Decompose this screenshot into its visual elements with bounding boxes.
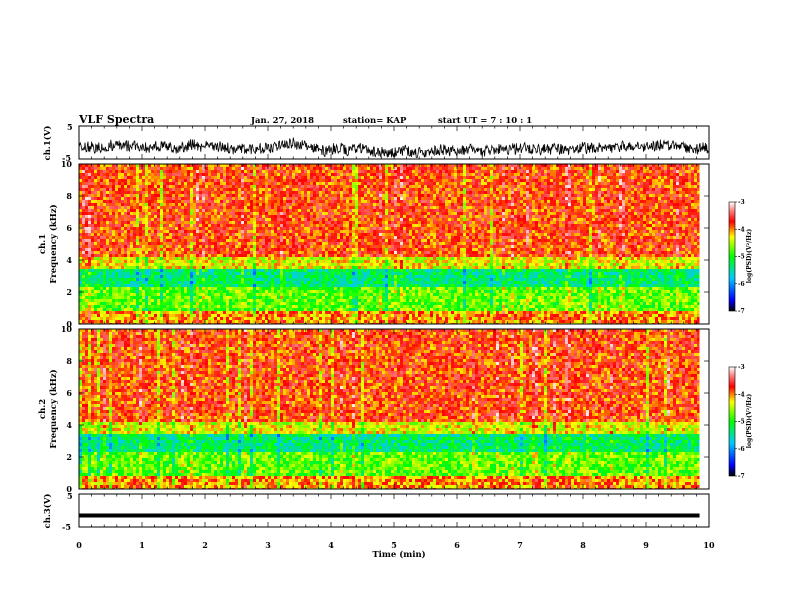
colorbar-tick-label: -5 xyxy=(738,419,745,426)
ch1-waveform-panel: 5 -5 ch.1(V) xyxy=(42,122,709,163)
colorbar-tick-label: -4 xyxy=(738,226,745,233)
ch1-spectrogram-ylabel: ch.1 xyxy=(38,234,48,254)
colorbar-tick-label: -4 xyxy=(738,391,745,398)
colorbar-tick-label: -7 xyxy=(738,308,745,315)
colorbar-tick-label: -3 xyxy=(738,364,745,371)
ch2-spectrogram-ylabel: ch.2 xyxy=(38,399,48,419)
time-tick-label: 9 xyxy=(643,540,649,550)
time-tick-label: 10 xyxy=(703,540,715,550)
colorbar-tick-label: -5 xyxy=(738,254,745,261)
ch1-frequency-axis-title: Frequency (kHz) xyxy=(48,204,59,283)
ch1-colorbar-ticks: -3 -4 -5 -6 -7 xyxy=(735,199,745,315)
frequency-tick-label: 6 xyxy=(66,223,72,233)
time-tick-label: 6 xyxy=(454,540,460,550)
frequency-tick-label: 8 xyxy=(66,191,72,201)
ch1-colorbar-gradient xyxy=(729,202,735,311)
frequency-tick-label: 8 xyxy=(66,356,72,366)
ch2-frequency-axis-title: Frequency (kHz) xyxy=(48,369,59,448)
colorbar-tick-label: -3 xyxy=(738,199,745,206)
ch1-waveform-ylabel: ch.1(V) xyxy=(42,126,53,161)
time-axis-tick-labels: 0 1 2 3 4 5 6 7 8 9 10 xyxy=(76,540,715,550)
ch2-colorbar: -3 -4 -5 -6 -7 log(PSD)(V²/Hz) xyxy=(729,364,753,480)
ch2-colorbar-label: log(PSD)(V²/Hz) xyxy=(746,394,753,449)
vlf-spectra-figure: VLF Spectra Jan. 27, 2018 station= KAP s… xyxy=(0,0,792,612)
time-tick-label: 5 xyxy=(391,540,397,550)
time-tick-label: 7 xyxy=(517,540,523,550)
ch1-spectrogram-image xyxy=(79,164,700,324)
frequency-tick-label: 10 xyxy=(61,159,73,169)
ch2-colorbar-ticks: -3 -4 -5 -6 -7 xyxy=(735,364,745,480)
ch3-waveform-ticks xyxy=(79,494,709,527)
colorbar-tick-label: -6 xyxy=(738,446,745,453)
time-tick-label: 2 xyxy=(202,540,208,550)
ch1-colorbar: -3 -4 -5 -6 -7 log(PSD)(V²/Hz) xyxy=(729,199,753,315)
ch3-ytick-bottom: -5 xyxy=(62,522,71,532)
time-tick-label: 0 xyxy=(76,540,82,550)
time-axis-title: Time (min) xyxy=(372,549,425,560)
time-tick-label: 8 xyxy=(580,540,586,550)
time-tick-label: 3 xyxy=(265,540,271,550)
colorbar-tick-label: -6 xyxy=(738,281,745,288)
time-tick-label: 1 xyxy=(139,540,145,550)
frequency-tick-label: 10 xyxy=(61,324,73,334)
date-label: Jan. 27, 2018 xyxy=(250,116,314,126)
colorbar-tick-label: -7 xyxy=(738,473,745,480)
time-tick-label: 4 xyxy=(328,540,334,550)
ch1-ytick-top: 5 xyxy=(67,122,73,132)
ch1-waveform-ticks xyxy=(79,126,709,159)
ch3-waveform-panel: 5 -5 ch.3(V) xyxy=(42,491,709,532)
ch2-colorbar-gradient xyxy=(729,367,735,476)
ch3-waveform-ylabel: ch.3(V) xyxy=(42,494,53,529)
start-time-label: start UT = 7 : 10 : 1 xyxy=(438,116,532,126)
frequency-tick-label: 2 xyxy=(66,287,72,297)
frequency-tick-label: 6 xyxy=(66,388,72,398)
frequency-tick-label: 4 xyxy=(66,255,72,265)
frequency-tick-label: 2 xyxy=(66,452,72,462)
frequency-tick-label: 4 xyxy=(66,420,72,430)
ch3-ytick-top: 5 xyxy=(67,491,73,501)
station-label: station= KAP xyxy=(343,116,407,126)
figure-title: VLF Spectra xyxy=(78,113,154,126)
ch1-colorbar-label: log(PSD)(V²/Hz) xyxy=(746,229,753,284)
ch2-spectrogram-image xyxy=(79,329,700,489)
